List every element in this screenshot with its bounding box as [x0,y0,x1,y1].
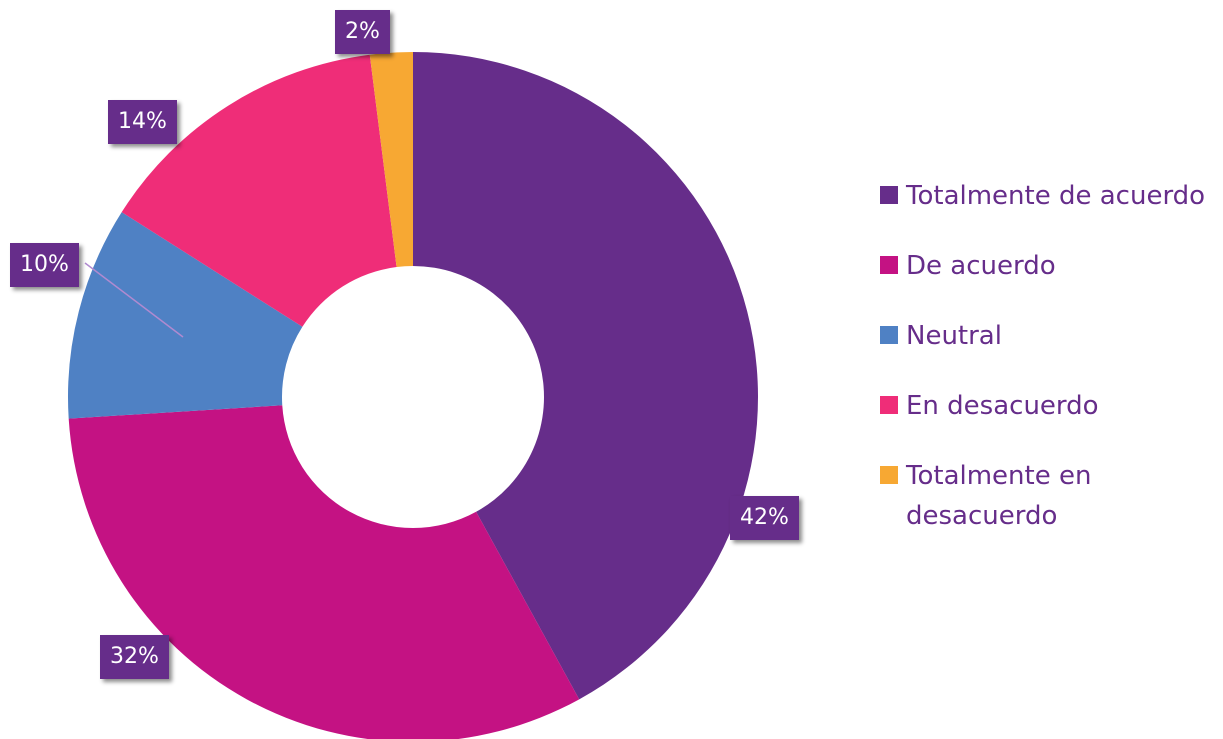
legend-item: Totalmente en desacuerdo [880,456,1223,536]
legend: Totalmente de acuerdo De acuerdo Neutral En… [880,176,1223,566]
legend-item: En desacuerdo [880,386,1223,426]
slice [121,54,397,327]
legend-label: En desacuerdo [906,391,1099,421]
legend-item: Totalmente de acuerdo [880,176,1223,216]
slice [369,52,413,268]
leader-line [84,262,184,338]
legend-swatch [880,186,898,204]
data-label: 14% [108,100,177,144]
legend-item: Neutral [880,316,1223,356]
legend-label: Totalmente en desacuerdo [906,461,1092,531]
legend-swatch [880,256,898,274]
slice [68,212,303,419]
slice [68,405,580,739]
slices [68,52,759,739]
data-label: 42% [730,496,799,540]
data-label: 32% [100,635,169,679]
slice [413,52,759,700]
legend-swatch [880,326,898,344]
data-label: 10% [10,243,79,287]
legend-item: De acuerdo [880,246,1223,286]
data-label: 2% [335,10,390,54]
legend-swatch [880,466,898,484]
legend-label: De acuerdo [906,251,1056,281]
legend-label: Neutral [906,321,1002,351]
legend-swatch [880,396,898,414]
legend-label: Totalmente de acuerdo [906,181,1206,211]
